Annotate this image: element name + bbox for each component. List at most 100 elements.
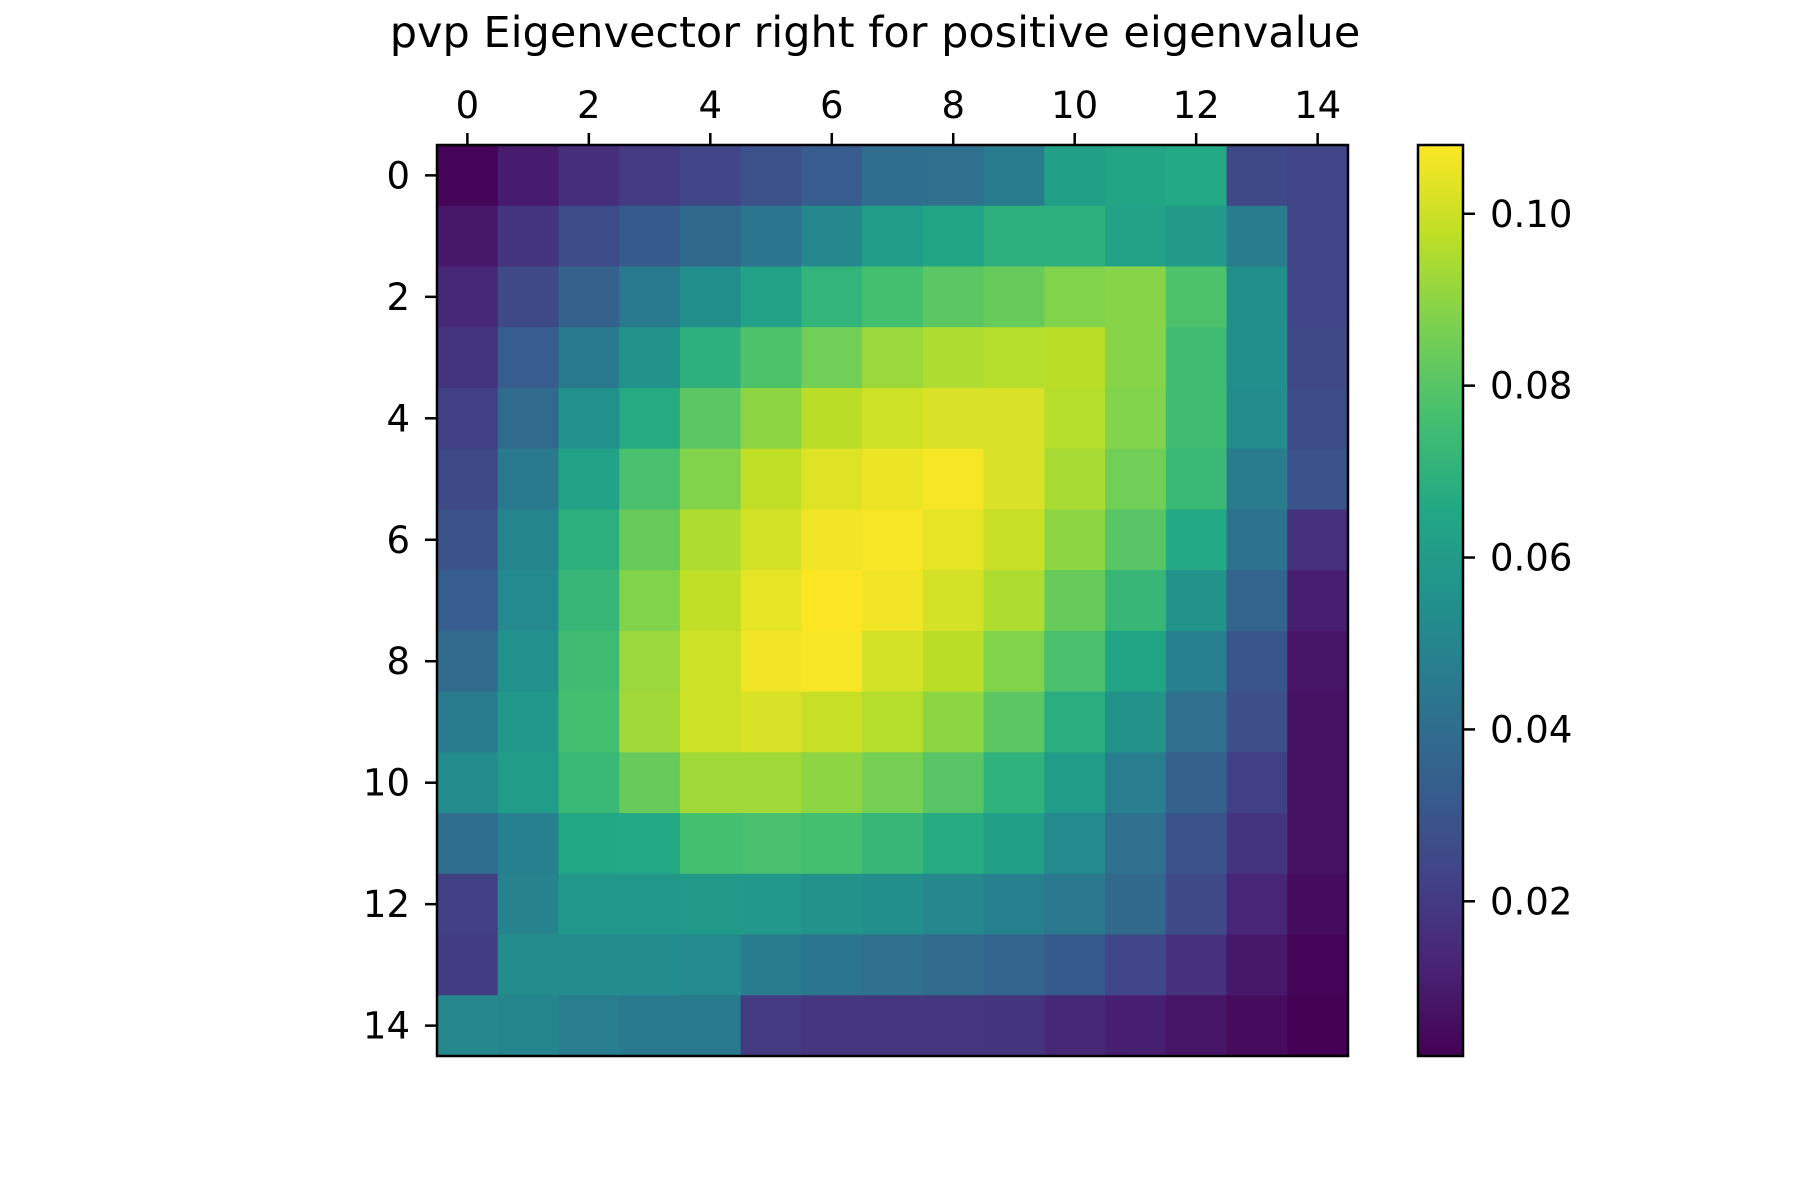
heatmap-cell xyxy=(983,752,1045,814)
y-tick-label: 8 xyxy=(386,640,410,683)
heatmap-cell xyxy=(1105,570,1167,632)
heatmap-cell xyxy=(558,995,620,1057)
heatmap-cell xyxy=(1287,995,1349,1057)
heatmap-cell xyxy=(862,448,924,510)
y-tick-label: 2 xyxy=(386,276,410,319)
heatmap-cell xyxy=(497,327,560,389)
y-tick-label: 12 xyxy=(363,883,410,926)
heatmap-cell xyxy=(1287,509,1349,571)
heatmap-cell xyxy=(437,630,499,693)
heatmap-cell xyxy=(437,691,499,753)
x-tick-label: 12 xyxy=(1173,84,1220,127)
heatmap-cell xyxy=(1044,570,1106,632)
heatmap-cell xyxy=(922,145,985,207)
heatmap-cell xyxy=(619,205,681,268)
heatmap-cell xyxy=(1044,934,1106,996)
heatmap-cell xyxy=(1226,266,1288,328)
heatmap-cell xyxy=(1287,873,1349,936)
heatmap-cell xyxy=(679,448,742,510)
heatmap-cell xyxy=(740,813,802,875)
heatmap-cell xyxy=(558,873,620,936)
colorbar xyxy=(1416,143,1465,1058)
heatmap-cell xyxy=(619,934,681,996)
heatmap-cell xyxy=(862,266,924,328)
heatmap-cell xyxy=(1044,509,1106,571)
heatmap-cell xyxy=(679,509,742,571)
heatmap-cell xyxy=(1226,813,1288,875)
heatmap-cell xyxy=(922,509,985,571)
heatmap-cell xyxy=(740,145,802,207)
heatmap-cell xyxy=(437,813,499,875)
heatmap-cell xyxy=(1226,630,1288,693)
heatmap-cell xyxy=(1105,934,1167,996)
heatmap-cell xyxy=(740,630,802,693)
heatmap-cell xyxy=(1226,570,1288,632)
x-tick-label: 4 xyxy=(699,84,723,127)
heatmap-cell xyxy=(922,630,985,693)
heatmap-cell xyxy=(1287,448,1349,510)
heatmap-cell xyxy=(862,327,924,389)
heatmap-cell xyxy=(1165,570,1228,632)
heatmap-cell xyxy=(558,691,620,753)
heatmap-cell xyxy=(1165,630,1228,693)
heatmap-cell xyxy=(983,995,1045,1057)
heatmap-cell xyxy=(619,327,681,389)
heatmap-cell xyxy=(558,813,620,875)
heatmap-cell xyxy=(1044,813,1106,875)
heatmap-cell xyxy=(679,205,742,268)
heatmap-cell xyxy=(1165,387,1228,450)
heatmap-cell xyxy=(619,266,681,328)
heatmap-cell xyxy=(679,813,742,875)
heatmap-cell xyxy=(801,205,863,268)
y-tick-label: 0 xyxy=(386,154,410,197)
y-tick-label: 4 xyxy=(386,397,410,440)
heatmap-cell xyxy=(497,630,560,693)
heatmap-cell xyxy=(679,145,742,207)
heatmap-cell xyxy=(437,570,499,632)
heatmap-cell xyxy=(1105,752,1167,814)
heatmap-cell xyxy=(801,570,863,632)
heatmap-cell xyxy=(619,570,681,632)
heatmap-cell xyxy=(1105,266,1167,328)
heatmap-cell xyxy=(922,691,985,753)
heatmap-cell xyxy=(558,448,620,510)
heatmap-cell xyxy=(558,630,620,693)
heatmap-cell xyxy=(679,934,742,996)
heatmap-cell xyxy=(679,327,742,389)
heatmap-cell xyxy=(1105,145,1167,207)
heatmap-cell xyxy=(619,873,681,936)
y-tick-label: 6 xyxy=(386,519,410,562)
heatmap-cell xyxy=(497,448,560,510)
colorbar-tick-label: 0.10 xyxy=(1490,193,1572,236)
heatmap-cell xyxy=(740,266,802,328)
heatmap-cell xyxy=(1165,205,1228,268)
heatmap-cell xyxy=(1287,145,1349,207)
heatmap-cell xyxy=(437,995,499,1057)
heatmap-cell xyxy=(983,873,1045,936)
heatmap-cell xyxy=(437,387,499,450)
heatmap-cell xyxy=(1044,691,1106,753)
heatmap-cell xyxy=(862,205,924,268)
heatmap-cell xyxy=(619,448,681,510)
heatmap-cell xyxy=(1287,570,1349,632)
heatmap-cell xyxy=(437,873,499,936)
heatmap-cell xyxy=(1287,327,1349,389)
heatmap-cell xyxy=(1226,873,1288,936)
heatmap-cell xyxy=(497,813,560,875)
heatmap-cell xyxy=(1165,691,1228,753)
heatmap-cell xyxy=(740,752,802,814)
heatmap-cell xyxy=(437,145,499,207)
heatmap-cell xyxy=(558,145,620,207)
heatmap-cell xyxy=(983,327,1045,389)
heatmap-cell xyxy=(1044,448,1106,510)
heatmap-cell xyxy=(983,691,1045,753)
heatmap-cell xyxy=(983,387,1045,450)
heatmap-cell xyxy=(983,145,1045,207)
heatmap-cell xyxy=(1044,995,1106,1057)
y-tick-label: 10 xyxy=(363,762,410,805)
heatmap-cell xyxy=(922,873,985,936)
heatmap-cell xyxy=(558,934,620,996)
heatmap-cell xyxy=(801,873,863,936)
plot-frame xyxy=(435,143,1350,1058)
